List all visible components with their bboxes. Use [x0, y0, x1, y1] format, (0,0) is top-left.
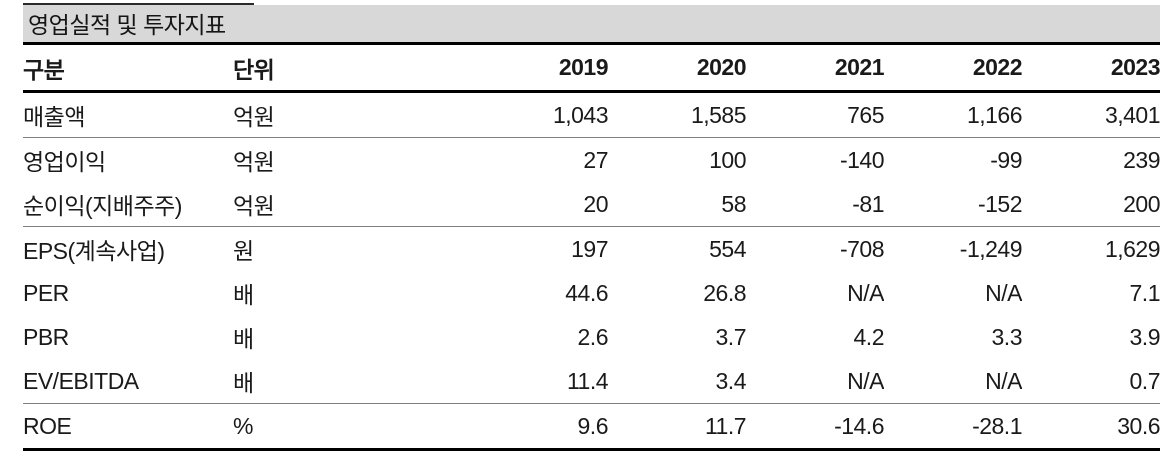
column-header-year-2021: 2021: [746, 45, 884, 93]
row-value: 3.7: [715, 323, 746, 350]
title-top-rule: [23, 3, 254, 5]
row-value: 0.7: [1022, 359, 1160, 404]
table-row: EV/EBITDA 배 11.4 3.4 N/A N/A 0.7: [23, 359, 1160, 404]
table-title: 영업실적 및 투자지표: [23, 5, 1160, 45]
row-value: 11.7: [608, 403, 746, 451]
row-label: EV/EBITDA: [23, 359, 233, 404]
row-value: -152: [884, 182, 1022, 227]
row-value: 44.6: [565, 279, 608, 306]
table-row: ROE% 9.6 11.7 -14.6 -28.1 30.6: [23, 403, 1160, 451]
row-value: -81: [746, 182, 884, 227]
row-value: N/A: [884, 359, 1022, 404]
table-row: 영업이익 억원 27 100 -140 -99 239: [23, 138, 1160, 183]
row-value: 1,043: [418, 91, 608, 138]
column-header-unit: 단위: [233, 45, 418, 93]
row-value: -14.6: [746, 403, 884, 451]
row-value: 20: [418, 182, 608, 227]
row-label: 매출액: [23, 91, 233, 138]
row-value: -140: [839, 146, 884, 173]
row-unit: 배: [233, 326, 254, 352]
financial-table-block: 영업실적 및 투자지표 구분 단위 2019 2020 2021 2022 2023 매출액…: [23, 3, 1160, 451]
row-unit: 억원: [233, 91, 418, 138]
table-row: 순이익(지배주주) 억원 20 58 -81 -152 200: [23, 182, 1160, 227]
table-row: PBR 배 2.6 3.7 4.2 3.3 3.9: [23, 315, 1160, 359]
row-value: 239: [1123, 146, 1160, 173]
row-value: 7.1: [1129, 279, 1160, 306]
row-value: 11.4: [418, 359, 608, 404]
row-unit: 배: [233, 359, 418, 404]
table-row: EPS(계속사업) 원 197 554 -708 -1,249 1,629: [23, 227, 1160, 272]
row-label: 순이익(지배주주): [23, 182, 233, 227]
row-value: -99: [990, 146, 1022, 173]
row-label: EPS(계속사업): [23, 238, 165, 264]
row-value: 100: [709, 146, 746, 173]
column-header-year-2022: 2022: [884, 45, 1022, 93]
row-value: 1,585: [608, 91, 746, 138]
row-value: 765: [746, 91, 884, 138]
row-value: 200: [1022, 182, 1160, 227]
financial-table: 구분 단위 2019 2020 2021 2022 2023 매출액 억원 1,043 1,585…: [23, 45, 1160, 451]
column-header-year-2023: 2023: [1022, 45, 1160, 93]
row-unit: 억원: [233, 149, 275, 175]
row-value: 3,401: [1022, 91, 1160, 138]
row-unit: 원: [233, 238, 254, 264]
row-value: 1,629: [1104, 235, 1160, 262]
row-value: 2.6: [577, 323, 608, 350]
row-value: -28.1: [884, 403, 1022, 451]
column-header-year-2020: 2020: [608, 45, 746, 93]
row-value: 4.2: [853, 323, 884, 350]
row-value: 26.8: [703, 279, 746, 306]
row-value: 3.9: [1129, 323, 1160, 350]
row-value: 554: [709, 235, 746, 262]
row-value: 3.4: [608, 359, 746, 404]
row-value: 3.3: [991, 323, 1022, 350]
row-label: PER: [23, 279, 69, 306]
table-row: PER 배 44.6 26.8 N/A N/A 7.1: [23, 271, 1160, 315]
row-label: 영업이익: [23, 149, 106, 175]
row-unit: 억원: [233, 182, 418, 227]
table-body: 매출액 억원 1,043 1,585 765 1,166 3,401 영업이익 억원 27 100-…: [23, 91, 1160, 451]
row-value: N/A: [847, 279, 884, 306]
row-unit: %: [233, 403, 418, 451]
header-row: 구분 단위 2019 2020 2021 2022 2023: [23, 45, 1160, 93]
row-value: -1,249: [959, 235, 1022, 262]
row-value: 30.6: [1022, 403, 1160, 451]
column-header-category: 구분: [23, 45, 233, 93]
row-label: PBR: [23, 323, 69, 350]
row-value: 9.6: [418, 403, 608, 451]
row-value: 27: [583, 146, 608, 173]
row-unit: 배: [233, 282, 254, 308]
row-value: 197: [571, 235, 608, 262]
column-header-year-2019: 2019: [418, 45, 608, 93]
row-value: 58: [608, 182, 746, 227]
table-row: 매출액 억원 1,043 1,585 765 1,166 3,401: [23, 91, 1160, 138]
row-value: 1,166: [884, 91, 1022, 138]
row-label: ROE: [23, 403, 233, 451]
row-value: N/A: [985, 279, 1022, 306]
row-value: -708: [839, 235, 884, 262]
row-value: N/A: [746, 359, 884, 404]
